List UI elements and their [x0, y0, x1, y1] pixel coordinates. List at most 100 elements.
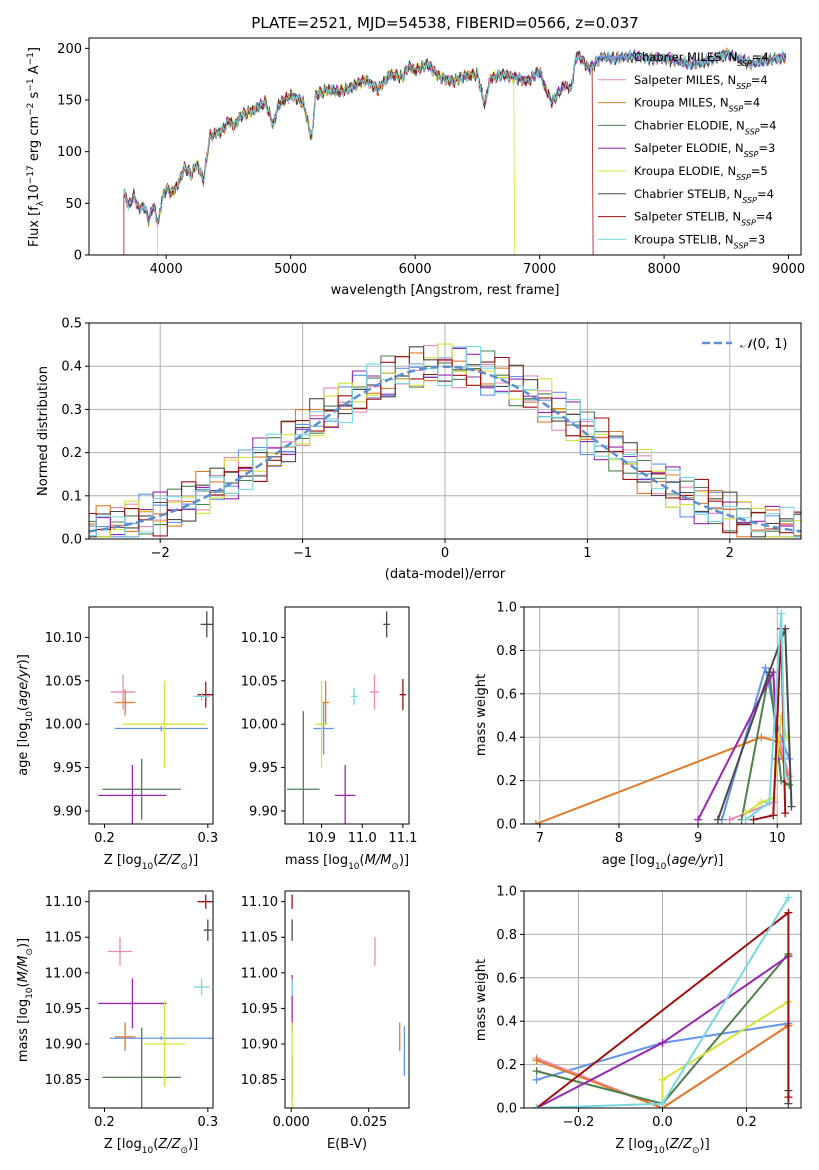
label-part: age/yr	[16, 663, 31, 706]
plus-marker	[757, 798, 766, 807]
legend-text-val: =5	[751, 164, 768, 178]
y-tick-label: 10.90	[241, 1037, 278, 1052]
y-tick-label: 0.3	[61, 403, 82, 418]
label-part: ⊙	[25, 948, 35, 956]
x-tick-label: 8000	[648, 262, 681, 277]
x-tick-label: 8	[615, 831, 623, 846]
axes-frame	[284, 606, 410, 825]
y-tick-label: 0.0	[496, 1102, 517, 1117]
y-tick-label: 10.85	[45, 1073, 82, 1088]
spectrum-series-line	[123, 47, 787, 226]
x-tick-label: 0.000	[273, 1115, 310, 1130]
label-part: 10	[142, 1146, 154, 1156]
legend-text-sub: SSP	[745, 127, 760, 136]
y-tick-label: 0.8	[496, 928, 517, 943]
legend-label: Kroupa STELIB, NSSP=3	[634, 232, 765, 250]
legend-label: Kroupa MILES, NSSP=4	[634, 96, 760, 114]
label-part: (	[360, 853, 365, 868]
plus-marker	[741, 815, 750, 824]
x-tick-label: 10	[769, 831, 786, 846]
x-tick-label: 5000	[274, 262, 307, 277]
y-label-part: −1	[26, 52, 36, 65]
x-tick-label: 10.9	[307, 831, 336, 846]
figure-title: PLATE=2521, MJD=54538, FIBERID=0566, z=0…	[251, 14, 638, 32]
plus-marker	[713, 815, 722, 824]
legend-label: Chabrier ELODIE, NSSP=4	[634, 118, 776, 136]
legend-text-sub: SSP	[729, 104, 744, 113]
label-part: 10	[25, 987, 35, 999]
histogram-step-line	[89, 343, 801, 538]
x-tick-label: 0	[441, 546, 449, 561]
y-tick-label: 10.95	[241, 1002, 278, 1017]
x-axis-label: (data-model)/error	[385, 567, 506, 582]
legend-label-gaussian: 𝒩(0, 1)	[740, 337, 787, 352]
x-axis-label: Z [log10(Z/Z⊙)]	[104, 1137, 198, 1156]
y-label-part: λ	[36, 200, 46, 206]
label-part: Z [log	[615, 1137, 653, 1152]
weight-series-line	[745, 613, 787, 821]
y-tick-label: 11.10	[241, 895, 278, 910]
axes-frame	[88, 37, 802, 256]
legend-text-val: =4	[752, 50, 769, 64]
x-tick-label: −1	[293, 546, 312, 561]
y-tick-label: 100	[57, 145, 82, 160]
label-part: )]	[188, 1137, 198, 1152]
y-tick-label: 0.2	[496, 1058, 517, 1073]
y-label-part: −17	[26, 165, 36, 184]
y-tick-label: 10.05	[45, 674, 82, 689]
label-part: (	[153, 853, 158, 868]
legend-label: Chabrier MILES, NSSP=4	[634, 50, 769, 68]
legend-text-sub: SSP	[744, 150, 759, 159]
label-part: ⊙	[692, 1146, 700, 1156]
y-tick-label: 0.0	[496, 818, 517, 833]
legend-text-sub: SSP	[737, 59, 752, 68]
y-tick-label: 9.90	[249, 804, 278, 819]
x-tick-label: −0.2	[563, 1115, 595, 1130]
label-part: (	[153, 1137, 158, 1152]
x-tick-label: 6000	[399, 262, 432, 277]
legend-text-main: Kroupa MILES, N	[634, 96, 729, 110]
plus-marker	[694, 815, 703, 824]
x-tick-label: 0.025	[350, 1115, 387, 1130]
legend-text-sub: SSP	[741, 218, 756, 227]
x-tick-label: 11.1	[388, 831, 417, 846]
label-part: Z/Z	[157, 1137, 181, 1152]
plus-marker	[531, 820, 540, 824]
weight-series-line	[535, 736, 789, 824]
legend-text-main: Salpeter STELIB, N	[634, 210, 741, 224]
y-tick-label: 10.10	[45, 631, 82, 646]
label-part: Z/Z	[669, 1137, 693, 1152]
plus-marker	[765, 798, 774, 807]
x-tick-label: 4000	[150, 262, 183, 277]
histogram-step-line	[89, 346, 801, 538]
gaussian-curve	[89, 365, 801, 533]
legend-label: Kroupa ELODIE, NSSP=5	[634, 164, 768, 182]
legend-label: Salpeter ELODIE, NSSP=3	[634, 141, 775, 159]
legend-text-val: =4	[743, 96, 760, 110]
plus-marker	[784, 893, 793, 902]
plus-marker	[757, 733, 766, 742]
plus-marker	[658, 1038, 667, 1047]
label-part: )]	[399, 853, 409, 868]
label-part: (	[16, 706, 31, 711]
x-tick-label: 9	[694, 831, 702, 846]
plus-marker	[532, 1104, 541, 1108]
y-label-part: 10	[27, 184, 42, 201]
legend-text-val: =4	[760, 118, 777, 132]
plus-marker	[532, 1075, 541, 1084]
y-label-part: ]	[27, 47, 42, 52]
axes-frame	[523, 606, 802, 825]
label-part: M/M	[16, 956, 31, 983]
axes-frame	[88, 606, 214, 825]
y-tick-label: 11.10	[45, 895, 82, 910]
x-axis-label: E(B-V)	[327, 1137, 367, 1152]
histogram-step-line	[89, 347, 801, 538]
y-tick-label: 9.95	[53, 761, 82, 776]
x-tick-label: 11.0	[348, 831, 377, 846]
label-part: )]	[188, 853, 198, 868]
weight-series-line	[661, 1000, 789, 1108]
x-tick-label: 7000	[523, 262, 556, 277]
label-part: ⊙	[180, 1146, 188, 1156]
y-tick-label: 10.00	[241, 718, 278, 733]
